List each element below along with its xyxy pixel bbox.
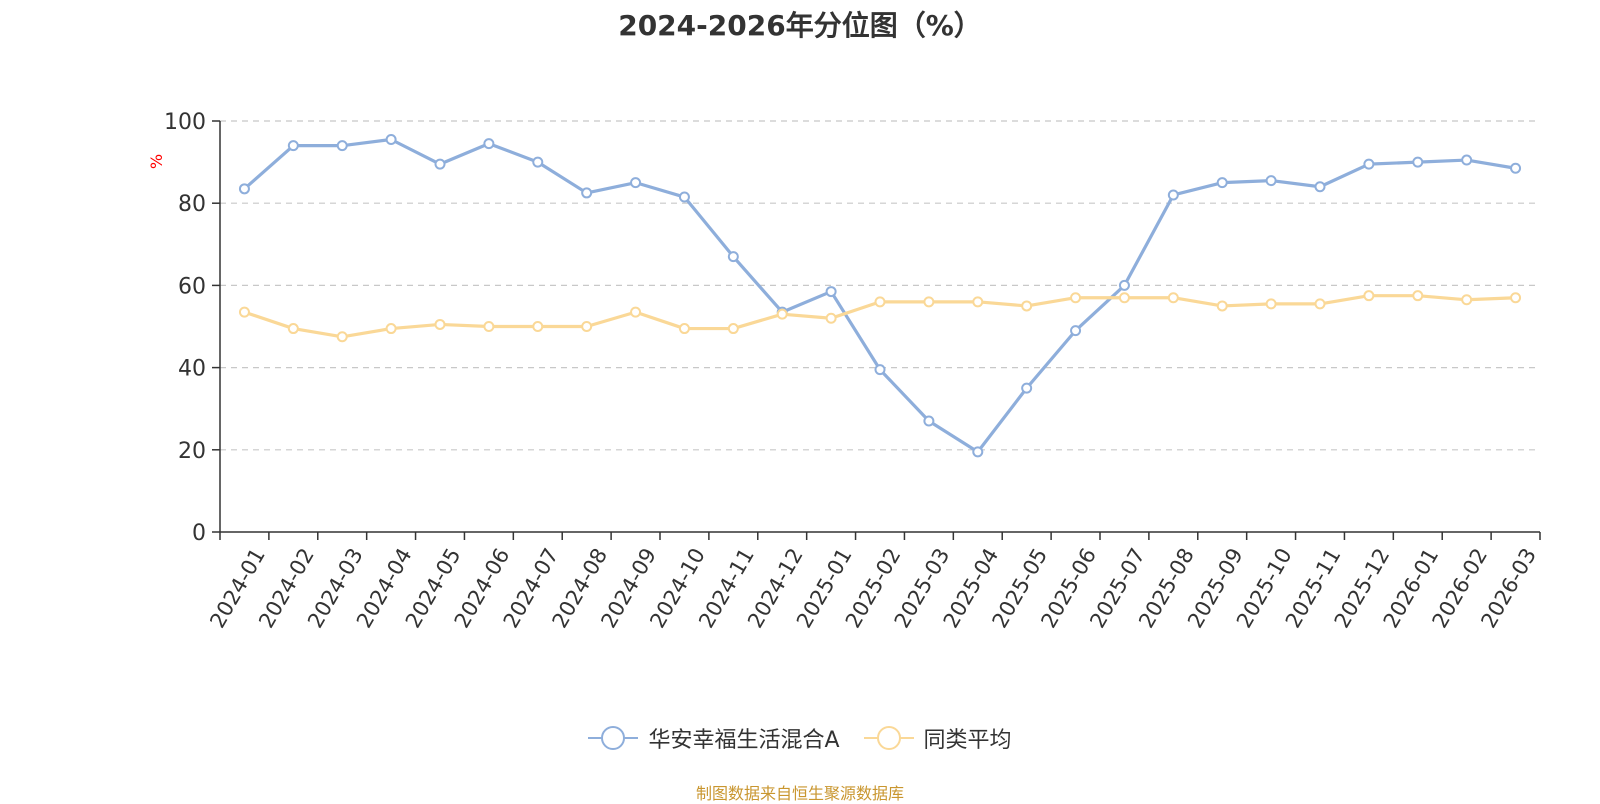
- data-point-series-1: [287, 140, 299, 152]
- data-point-series-2: [727, 323, 739, 335]
- data-point-series-1: [678, 191, 690, 203]
- data-point-series-1: [825, 286, 837, 298]
- data-point-series-1: [1118, 279, 1130, 291]
- data-point-series-2: [581, 321, 593, 332]
- data-point-series-1: [1314, 181, 1326, 193]
- legend-marker-icon: [863, 726, 914, 750]
- data-point-series-1: [385, 133, 397, 145]
- data-point-series-2: [1070, 292, 1082, 304]
- data-point-series-2: [1363, 290, 1375, 302]
- data-point-series-2: [1118, 292, 1130, 304]
- legend-item-series-1[interactable]: 华安幸福生活混合A: [588, 722, 840, 754]
- chart-title: 2024-2026年分位图（%）: [618, 9, 982, 42]
- data-point-series-1: [1167, 189, 1179, 201]
- data-point-series-2: [434, 318, 446, 330]
- data-point-series-2: [923, 296, 935, 308]
- data-point-series-1: [1363, 158, 1375, 170]
- data-point-series-1: [434, 158, 446, 170]
- data-point-series-2: [287, 323, 299, 335]
- data-point-series-2: [874, 296, 886, 308]
- data-point-series-2: [1510, 292, 1522, 304]
- data-point-series-1: [581, 187, 593, 199]
- y-axis-label: %: [147, 154, 166, 169]
- data-point-series-2: [1314, 298, 1326, 310]
- data-point-series-2: [630, 306, 642, 318]
- y-tick-label: 0: [192, 521, 206, 546]
- data-point-series-2: [776, 308, 788, 320]
- data-point-series-1: [532, 156, 544, 168]
- source-note: 制图数据来自恒生聚源数据库: [695, 784, 904, 803]
- data-point-series-1: [1412, 156, 1424, 168]
- data-point-series-1: [483, 138, 495, 150]
- data-point-series-2: [1265, 298, 1277, 310]
- data-point-series-1: [1021, 382, 1033, 394]
- y-tick-label: 60: [178, 274, 206, 299]
- data-point-series-1: [874, 364, 886, 376]
- data-point-series-2: [972, 296, 984, 308]
- data-point-series-2: [1021, 300, 1033, 312]
- data-point-series-2: [238, 306, 250, 318]
- legend-label: 华安幸福生活混合A: [648, 728, 840, 753]
- data-point-series-1: [336, 140, 348, 152]
- legend-marker-icon: [588, 726, 639, 750]
- data-point-series-2: [678, 323, 690, 335]
- data-point-series-1: [1510, 162, 1522, 174]
- y-tick-label: 40: [178, 357, 206, 382]
- data-point-series-2: [532, 321, 544, 332]
- data-point-series-1: [727, 251, 739, 263]
- data-point-series-1: [923, 415, 935, 427]
- legend-item-series-2[interactable]: 同类平均: [863, 722, 1012, 754]
- data-point-series-2: [385, 323, 397, 335]
- data-point-series-2: [1167, 292, 1179, 304]
- y-tick-label: 80: [178, 192, 206, 217]
- data-point-series-1: [972, 446, 984, 458]
- data-point-series-1: [1461, 154, 1473, 166]
- data-point-series-1: [1216, 177, 1228, 189]
- legend: 华安幸福生活混合A 同类平均: [0, 722, 1600, 754]
- data-point-series-2: [1216, 300, 1228, 312]
- data-point-series-1: [1070, 325, 1082, 337]
- data-point-series-2: [483, 321, 495, 332]
- data-point-series-1: [630, 177, 642, 189]
- data-point-series-1: [238, 183, 250, 195]
- data-point-series-2: [1412, 290, 1424, 302]
- y-tick-label: 100: [164, 110, 206, 135]
- data-point-series-2: [825, 312, 837, 324]
- data-point-series-2: [336, 331, 348, 343]
- y-tick-label: 20: [178, 439, 206, 464]
- data-point-series-1: [1265, 175, 1277, 187]
- data-point-series-2: [1461, 294, 1473, 306]
- legend-label: 同类平均: [923, 728, 1012, 753]
